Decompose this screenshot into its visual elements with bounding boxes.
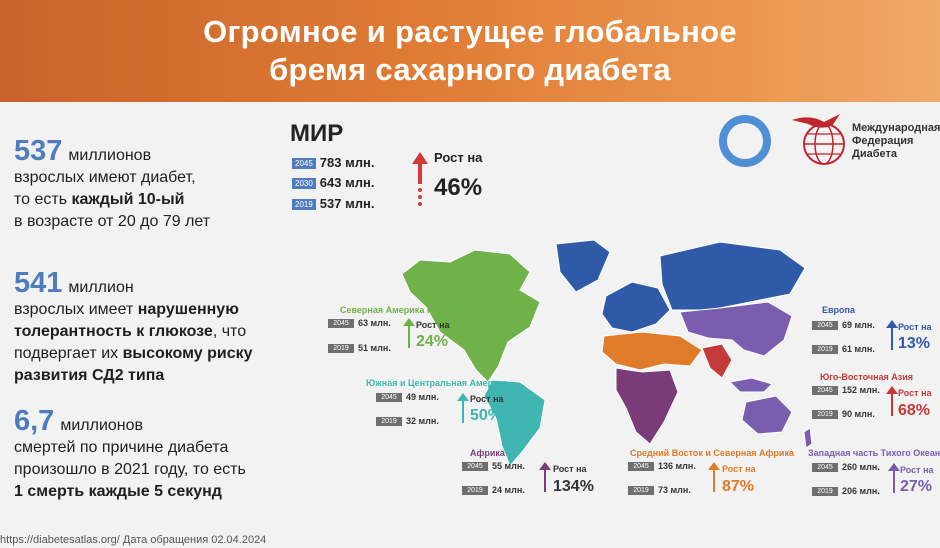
- map-west-pacific: [679, 301, 793, 357]
- stat-number: 537: [14, 135, 63, 167]
- map-australia: [741, 395, 793, 435]
- world-title: МИР: [290, 120, 344, 147]
- region-sea-2019: 2019 90 млн.: [812, 409, 875, 420]
- source-link[interactable]: https://diabetesatlas.org/ Дата обращени…: [0, 534, 267, 546]
- stat-number: 541: [14, 267, 63, 299]
- title-line-2: бремя сахарного диабета: [269, 52, 671, 87]
- map-mena: [601, 331, 703, 371]
- region-af-name: Африка: [470, 448, 505, 458]
- region-me-2045: 2045 136 млн.: [628, 461, 696, 472]
- region-sa-growth: 50%: [470, 407, 503, 424]
- map-europe: [601, 281, 671, 333]
- region-me-2019: 2019 73 млн.: [628, 485, 691, 496]
- region-na-growth: 24%: [416, 333, 449, 350]
- map-indonesia: [728, 377, 773, 393]
- map-new-zealand: [803, 427, 813, 449]
- region-na-2045: 2045 63 млн.: [328, 318, 391, 329]
- region-na-arrow-icon: [403, 318, 415, 348]
- region-sea-arrow-icon: [886, 386, 898, 416]
- region-sea-2045: 2045 152 млн.: [812, 385, 880, 396]
- map-north-america: [401, 249, 541, 383]
- region-me-arrow-icon: [708, 462, 720, 492]
- region-wp-name: Западная часть Тихого Океана: [808, 448, 940, 458]
- idf-logo-text: Международная Федерация Диабета: [852, 122, 940, 160]
- world-growth-label: Рост на: [434, 150, 483, 165]
- region-sa-2045: 2045 49 млн.: [376, 392, 439, 403]
- stat-number: 6,7: [14, 405, 55, 437]
- map-greenland: [555, 239, 611, 293]
- region-na-name: Северная Америка и Карибы: [340, 305, 470, 315]
- idf-globe-bird-logo-icon: [792, 114, 845, 165]
- region-af-arrow-icon: [539, 462, 551, 492]
- map-africa: [615, 367, 679, 445]
- stat-block-deaths: 6,7 миллионов смертей по причине диабета …: [14, 405, 246, 501]
- world-row-2045: 2045 783 млн.: [292, 155, 374, 170]
- map-south-east-asia: [701, 343, 733, 379]
- region-me-name: Средний Восток и Северная Африка: [630, 448, 794, 458]
- world-row-2019: 2019 537 млн.: [292, 196, 374, 211]
- region-eu-growth: 13%: [898, 335, 931, 352]
- region-sea-growth: 68%: [898, 402, 931, 419]
- map-north-asia: [659, 241, 806, 311]
- region-eu-name: Европа: [822, 305, 855, 315]
- world-growth-arrow-icon: [412, 152, 428, 206]
- region-sa-arrow-icon: [457, 393, 469, 423]
- region-wp-2019: 2019 206 млн.: [812, 486, 880, 497]
- region-sa-name: Южная и Центральная Америка: [366, 378, 509, 388]
- region-wp-2045: 2045 260 млн.: [812, 462, 880, 473]
- world-growth-value: 46%: [434, 174, 483, 201]
- blue-circle-logo-icon: [719, 115, 771, 167]
- region-me-growth: 87%: [722, 478, 755, 495]
- region-eu-arrow-icon: [886, 320, 898, 350]
- region-sea-name: Юго-Восточная Азия: [820, 372, 914, 382]
- region-af-2045: 2045 55 млн.: [462, 461, 525, 472]
- stat-block-glucose: 541 миллион взрослых имеет нарушенную тол…: [14, 267, 253, 385]
- region-eu-2019: 2019 61 млн.: [812, 344, 875, 355]
- title-banner: Огромное и растущее глобальное бремя сах…: [0, 0, 940, 102]
- title-line-1: Огромное и растущее глобальное: [203, 14, 737, 49]
- stat-block-diabetes: 537 миллионов взрослых имеют диабет, то е…: [14, 135, 211, 231]
- region-wp-arrow-icon: [888, 463, 900, 493]
- region-af-2019: 2019 24 млн.: [462, 485, 525, 496]
- region-na-2019: 2019 51 млн.: [328, 343, 391, 354]
- map-south-america: [483, 379, 546, 467]
- region-eu-2045: 2045 69 млн.: [812, 320, 875, 331]
- region-wp-growth: 27%: [900, 478, 933, 495]
- world-row-2030: 2030 643 млн.: [292, 175, 374, 190]
- region-af-growth: 134%: [553, 478, 594, 495]
- world-map: [401, 239, 813, 467]
- region-sa-2019: 2019 32 млн.: [376, 416, 439, 427]
